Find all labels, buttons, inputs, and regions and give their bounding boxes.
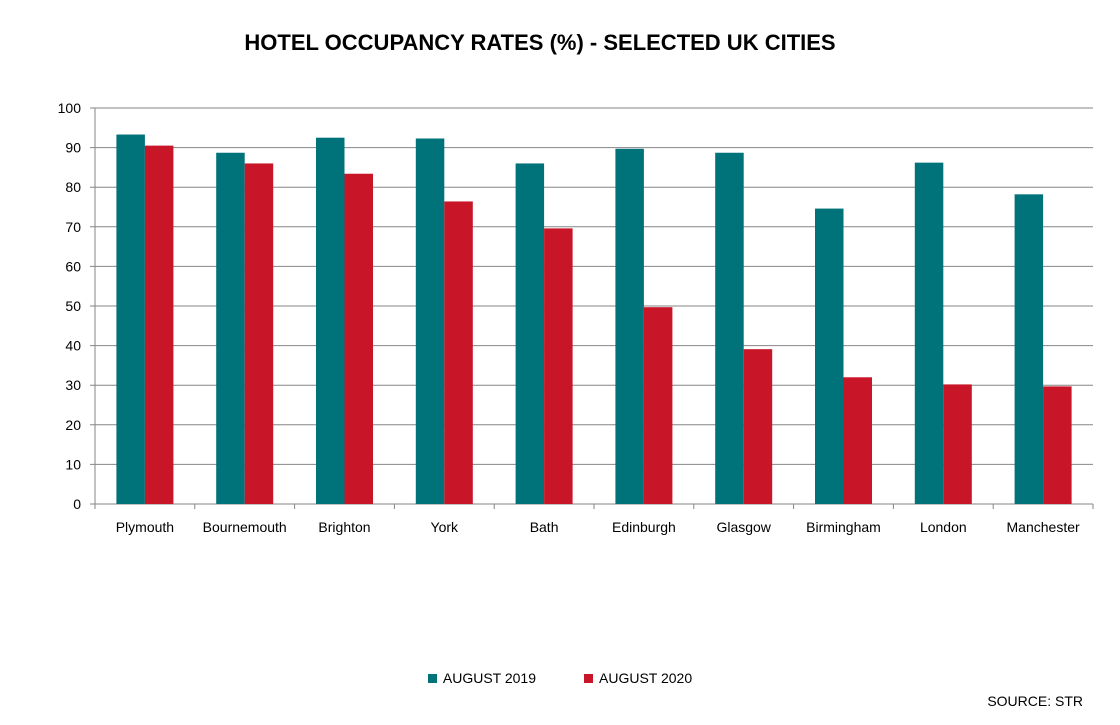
bar-2019: [715, 152, 744, 505]
bar-2020: [643, 307, 673, 504]
bar-2019: [615, 148, 644, 504]
chart-title: HOTEL OCCUPANCY RATES (%) - SELECTED UK …: [244, 30, 836, 55]
x-tick-label: Bath: [530, 519, 559, 535]
bar-2019: [415, 138, 445, 504]
bar-2019: [1014, 194, 1044, 504]
x-tick-label: York: [431, 519, 460, 535]
y-tick-label: 70: [65, 219, 81, 235]
x-tick-label: London: [920, 519, 967, 535]
bar-2020: [743, 349, 773, 504]
legend-label-2020: AUGUST 2020: [599, 670, 693, 686]
y-tick-label: 40: [65, 338, 81, 354]
y-tick-label: 0: [73, 496, 81, 512]
y-tick-label: 90: [65, 140, 81, 156]
bar-2020: [943, 384, 972, 504]
y-tick-label: 20: [65, 417, 81, 433]
x-tick-label: Plymouth: [116, 519, 174, 535]
legend-swatch-2020: [584, 673, 593, 683]
bar-2020: [244, 163, 274, 504]
bar-2019: [116, 134, 145, 505]
bar-2020: [843, 377, 872, 504]
bar-2019: [316, 137, 345, 504]
bar-2019: [216, 152, 245, 505]
bar-2020: [444, 201, 473, 504]
y-tick-label: 10: [65, 456, 81, 472]
y-tick-label: 80: [65, 179, 81, 195]
legend: AUGUST 2019 AUGUST 2020: [0, 670, 1120, 686]
bar-2020: [144, 145, 174, 504]
x-tick-label: Edinburgh: [612, 519, 676, 535]
legend-label-2019: AUGUST 2019: [442, 670, 536, 686]
x-tick-label: Bournemouth: [203, 519, 287, 535]
bar-2020: [544, 228, 573, 504]
y-tick-label: 60: [65, 258, 81, 274]
bar-2019: [914, 162, 944, 504]
x-tick-label: Glasgow: [716, 519, 771, 535]
bar-2019: [815, 208, 844, 505]
source-note: SOURCE: STR: [987, 693, 1083, 709]
legend-swatch-2019: [427, 673, 437, 683]
y-tick-label: 30: [65, 377, 81, 393]
y-tick-label: 50: [65, 298, 81, 314]
x-tick-label: Manchester: [1007, 519, 1080, 535]
legend-item-2020: AUGUST 2020: [584, 670, 692, 686]
bar-2020: [1043, 386, 1072, 504]
x-tick-label: Birmingham: [806, 519, 881, 535]
y-tick-label: 100: [58, 100, 82, 116]
bar-2020: [344, 173, 373, 504]
bar-2019: [515, 163, 545, 504]
x-tick-label: Brighton: [318, 519, 370, 535]
legend-item-2019: AUGUST 2019: [427, 670, 536, 686]
